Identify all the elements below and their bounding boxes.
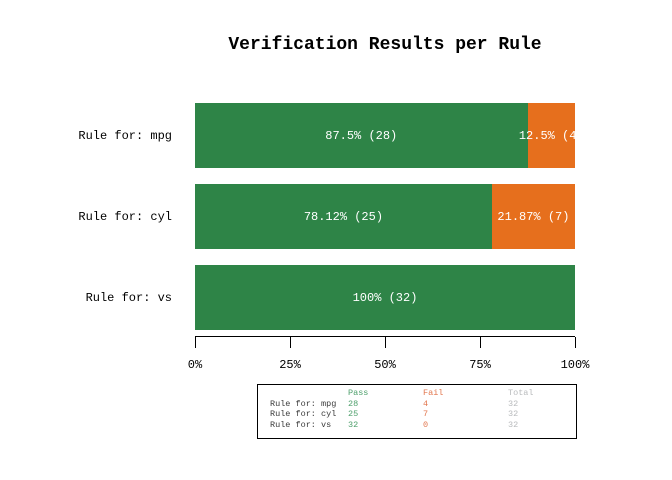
table-cell-label: Rule for: mpg (270, 398, 337, 409)
table-header-empty (270, 388, 348, 399)
table-cell-pass: 32 (348, 419, 359, 430)
x-axis-tick (289, 337, 291, 348)
bar-segment-label: 87.5% (28) (325, 128, 398, 143)
table-header-total: Total (508, 388, 534, 398)
table-row: Rule for: vs 32 0 32 (270, 420, 576, 431)
table-cell-total: 32 (508, 409, 519, 419)
x-axis-tick-label: 50% (374, 358, 396, 372)
x-axis-tick-label: 0% (187, 358, 203, 372)
table-cell-label: Rule for: vs (270, 419, 332, 430)
x-axis: 0% 25% 50% 75% 100% (188, 336, 589, 371)
x-axis-tick (479, 337, 481, 348)
table-cell-pass: 28 (348, 398, 359, 409)
bar-segment-pass: 100% (32) (195, 265, 575, 330)
y-axis-label: Rule for: cyl (78, 209, 172, 224)
table-cell-label: Rule for: cyl (270, 409, 337, 419)
table-header-fail: Fail (423, 388, 444, 398)
bar-row: 87.5% (28) 12.5% (4) (195, 103, 575, 168)
x-axis-tick (194, 337, 196, 348)
table-row: Rule for: cyl 25 7 32 (270, 409, 576, 420)
table-header-pass: Pass (348, 388, 369, 398)
plot-area: 87.5% (28) 12.5% (4) 78.12% (25) 21.87% (7)… (195, 103, 575, 330)
y-axis-label: Rule for: mpg (78, 128, 172, 143)
bar-segment-label: 78.12% (25) (303, 209, 384, 224)
legend-table-header: Pass Fail Total (270, 388, 576, 399)
bar-row: 78.12% (25) 21.87% (7) (195, 184, 575, 249)
bar-segment-label: 21.87% (7) (497, 209, 570, 224)
x-axis-tick (384, 337, 386, 348)
bar-row: 100% (32) (195, 265, 575, 330)
legend-table-body: Rule for: mpg 28 4 32 Rule for: cyl 25 7 32 Rule… (270, 399, 576, 431)
x-axis-tick (574, 337, 576, 348)
bar-segment-pass: 78.12% (25) (195, 184, 492, 249)
table-cell-pass: 25 (348, 409, 359, 419)
table-row: Rule for: mpg 28 4 32 (270, 399, 576, 410)
x-axis-tick-label: 75% (469, 358, 491, 372)
bar-segment-pass: 87.5% (28) (195, 103, 528, 168)
chart-title: Verification Results per Rule (228, 35, 542, 55)
table-cell-fail: 7 (423, 409, 429, 419)
bar-segment-label: 12.5% (4) (518, 128, 575, 143)
bar-segment-label: 100% (32) (352, 290, 418, 305)
table-cell-fail: 0 (423, 419, 429, 430)
x-axis-tick-label: 100% (560, 358, 590, 372)
table-cell-total: 32 (508, 398, 519, 409)
x-axis-tick-label: 25% (279, 358, 301, 372)
bar-segment-fail: 21.87% (7) (491, 184, 575, 249)
table-cell-total: 32 (508, 419, 519, 430)
y-axis-label: Rule for: vs (85, 290, 172, 305)
legend-table: Pass Fail Total Rule for: mpg 28 4 32 Rule f… (257, 384, 577, 439)
table-cell-fail: 4 (423, 398, 429, 409)
bar-segment-fail: 12.5% (4) (519, 103, 575, 168)
